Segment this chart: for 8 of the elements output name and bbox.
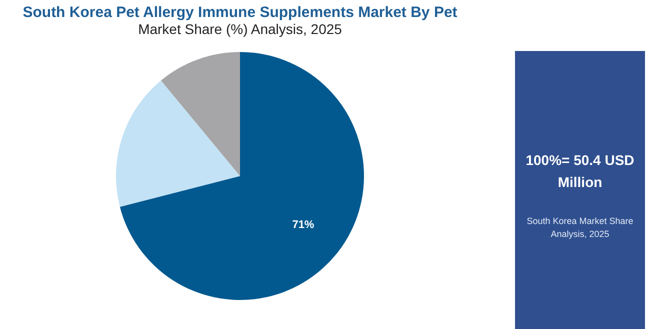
pie-slice [160, 52, 240, 176]
data-label: 71% [292, 219, 314, 232]
text: South Korea Market Share Analysis, 2025 [526, 216, 634, 239]
chart-title: South Korea Pet Allergy Immune Supplements Market By Pet [22, 4, 458, 21]
pie-slice [120, 52, 364, 300]
pie-slice [116, 80, 240, 207]
chart-subtitle: Market Share (%) Analysis, 2025 [138, 21, 342, 37]
text: 100%= 50.4 USD Million [526, 152, 634, 190]
